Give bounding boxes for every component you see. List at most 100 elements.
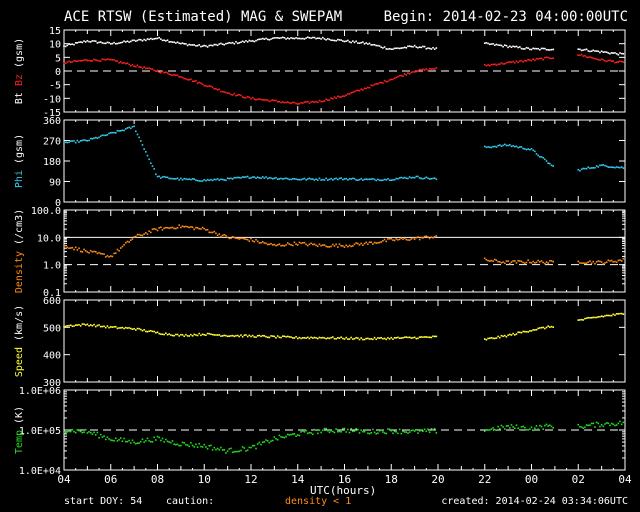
data-point: [270, 99, 272, 102]
data-point: [281, 36, 284, 39]
data-point: [183, 177, 186, 180]
data-point: [537, 47, 539, 50]
data-point: [552, 260, 555, 263]
data-point: [283, 37, 286, 39]
data-point: [148, 38, 150, 41]
data-point: [119, 41, 122, 44]
data-point: [332, 336, 334, 338]
data-point: [124, 241, 127, 244]
y-axis-label-part: (gsm): [14, 134, 25, 170]
data-point: [196, 44, 199, 47]
data-point: [589, 317, 591, 319]
data-point: [532, 429, 534, 432]
data-point: [327, 37, 329, 40]
data-point: [114, 325, 117, 328]
data-point: [519, 46, 521, 48]
data-point: [327, 246, 329, 248]
data-point: [111, 58, 114, 61]
y-tick-label: -5: [49, 81, 61, 92]
data-point: [532, 47, 534, 50]
data-point: [69, 430, 72, 433]
data-point: [231, 94, 234, 96]
data-point: [410, 45, 413, 48]
data-point: [519, 260, 521, 262]
data-point: [98, 251, 100, 254]
data-point: [382, 337, 384, 340]
data-point: [493, 258, 496, 261]
data-point: [263, 441, 266, 443]
data-point: [216, 89, 219, 91]
data-point: [145, 67, 147, 70]
data-point: [407, 72, 409, 74]
data-point: [520, 47, 523, 50]
data-point: [313, 336, 316, 339]
data-point: [168, 41, 170, 43]
data-point: [310, 432, 312, 434]
data-point: [300, 37, 302, 40]
data-point: [550, 57, 553, 60]
data-point: [63, 62, 65, 65]
data-point: [400, 176, 403, 179]
data-point: [288, 336, 291, 338]
data-point: [599, 260, 601, 263]
data-point: [303, 177, 306, 180]
data-point: [175, 227, 177, 230]
data-point: [228, 92, 231, 95]
data-point: [328, 178, 331, 181]
data-point: [301, 337, 304, 339]
data-point: [161, 437, 164, 440]
data-point: [417, 70, 419, 72]
data-point: [524, 59, 526, 62]
data-point: [584, 48, 586, 51]
data-point: [181, 441, 184, 444]
data-point: [328, 99, 331, 101]
data-point: [607, 59, 610, 62]
data-point: [587, 56, 590, 59]
data-point: [590, 262, 593, 265]
data-point: [221, 234, 224, 237]
data-point: [413, 176, 416, 179]
data-point: [498, 63, 501, 65]
data-point: [400, 237, 403, 239]
data-point: [79, 430, 82, 433]
data-point: [487, 42, 489, 45]
data-point: [392, 179, 394, 181]
data-point: [493, 44, 496, 47]
data-point: [514, 145, 516, 148]
data-point: [397, 177, 399, 180]
data-point: [362, 338, 364, 341]
data-point: [94, 40, 97, 43]
data-point: [508, 61, 511, 63]
data-point: [181, 179, 184, 181]
data-point: [308, 431, 311, 434]
data-point: [332, 430, 334, 433]
data-point: [373, 43, 376, 46]
data-point: [79, 140, 82, 142]
data-point: [238, 93, 241, 96]
data-point: [69, 61, 72, 64]
data-point: [210, 333, 212, 335]
data-point: [181, 42, 184, 44]
data-point: [342, 178, 344, 181]
data-point: [106, 254, 109, 257]
data-point: [353, 243, 356, 246]
data-point: [134, 442, 137, 445]
data-point: [385, 48, 388, 50]
data-point: [430, 336, 433, 339]
data-point: [104, 256, 107, 258]
data-point: [327, 99, 329, 101]
data-point: [383, 432, 386, 434]
data-point: [163, 441, 165, 443]
data-point: [549, 326, 551, 328]
data-point: [240, 94, 242, 97]
data-point: [323, 337, 326, 339]
data-point: [423, 45, 426, 48]
data-point: [251, 334, 254, 337]
data-point: [221, 449, 224, 451]
data-point: [315, 178, 317, 180]
data-point: [577, 54, 580, 57]
data-point: [347, 428, 349, 431]
data-point: [614, 260, 616, 263]
data-point: [231, 178, 234, 180]
data-point: [103, 58, 105, 61]
